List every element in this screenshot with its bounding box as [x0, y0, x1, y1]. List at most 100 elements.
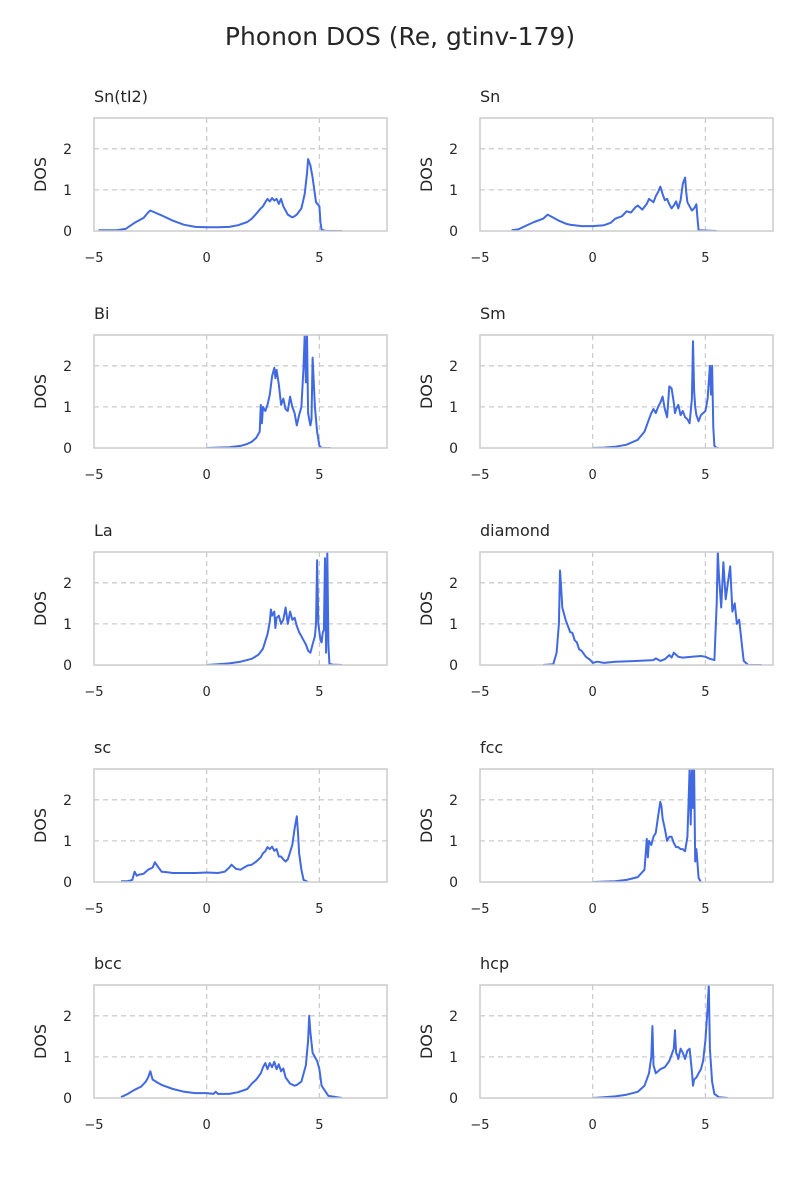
x-tick-label: 5: [701, 251, 709, 266]
y-tick-label: 0: [63, 658, 72, 674]
y-tick-label: 2: [63, 576, 72, 592]
x-tick-label: 5: [315, 468, 323, 483]
y-tick-label: 2: [449, 359, 458, 375]
x-tick-label: 0: [589, 251, 597, 266]
panel-sm: Sm 0 1 2 −5 0 5 DOS: [417, 304, 774, 483]
dos-line: [206, 335, 331, 448]
x-tick-label: 0: [589, 468, 597, 483]
y-tick-label: 1: [449, 834, 458, 850]
plot-frame: [93, 551, 388, 666]
y-tick-label: 1: [63, 183, 72, 199]
x-tick-label: 0: [203, 251, 211, 266]
panel-title: Sm: [480, 304, 506, 323]
x-tick-label: 5: [701, 1118, 709, 1133]
panel-title: fcc: [480, 738, 503, 757]
x-tick-label: 0: [589, 902, 597, 917]
panel-title: Sn(tI2): [94, 87, 148, 106]
panel-sc: sc 0 1 2 −5 0 5 DOS: [31, 738, 388, 917]
panel-hcp: hcp 0 1 2 −5 0 5 DOS: [417, 954, 774, 1133]
plot-frame: [479, 334, 774, 449]
panel-sn: Sn 0 1 2 −5 0 5 DOS: [417, 87, 774, 266]
y-axis-label: DOS: [417, 1024, 436, 1059]
dos-line: [543, 552, 762, 665]
y-tick-label: 1: [63, 617, 72, 633]
x-tick-label: −5: [470, 468, 489, 483]
x-tick-label: 0: [203, 1118, 211, 1133]
x-tick-label: −5: [84, 902, 103, 917]
y-tick-label: 1: [449, 617, 458, 633]
y-axis-label: DOS: [31, 157, 50, 192]
dos-line: [592, 769, 702, 882]
dos-line: [121, 815, 309, 882]
dos-line: [206, 552, 342, 665]
panel-title: hcp: [480, 954, 509, 973]
x-tick-label: 5: [701, 902, 709, 917]
y-tick-label: 2: [63, 793, 72, 809]
x-tick-label: −5: [470, 251, 489, 266]
plot-frame: [93, 334, 388, 449]
y-tick-label: 0: [63, 224, 72, 240]
plot-frame: [93, 117, 388, 232]
x-tick-label: 5: [315, 685, 323, 700]
y-axis-label: DOS: [31, 1024, 50, 1059]
x-tick-label: −5: [470, 902, 489, 917]
plot-frame: [479, 984, 774, 1099]
y-tick-label: 0: [449, 1091, 458, 1107]
y-tick-label: 0: [449, 875, 458, 891]
panel-fcc: fcc 0 1 2 −5 0 5 DOS: [417, 738, 774, 917]
y-tick-label: 1: [63, 1050, 72, 1066]
dos-line: [592, 340, 719, 448]
y-axis-label: DOS: [417, 808, 436, 843]
x-tick-label: 5: [701, 685, 709, 700]
y-tick-label: 2: [449, 1009, 458, 1025]
x-tick-label: −5: [84, 1118, 103, 1133]
y-axis-label: DOS: [417, 374, 436, 409]
panel-title: bcc: [94, 954, 122, 973]
y-axis-label: DOS: [417, 157, 436, 192]
panel-title: diamond: [480, 521, 550, 540]
plot-frame: [479, 768, 774, 883]
x-tick-label: 5: [315, 902, 323, 917]
dos-line: [98, 158, 342, 231]
x-tick-label: −5: [84, 251, 103, 266]
y-tick-label: 2: [63, 359, 72, 375]
y-tick-label: 1: [449, 1050, 458, 1066]
plot-frame: [93, 984, 388, 1099]
panel-title: sc: [94, 738, 111, 757]
panel-bi: Bi 0 1 2 −5 0 5 DOS: [31, 304, 388, 483]
x-tick-label: 0: [203, 685, 211, 700]
x-tick-label: 5: [315, 251, 323, 266]
dos-line: [592, 985, 728, 1098]
y-tick-label: 0: [63, 875, 72, 891]
x-tick-label: 0: [203, 468, 211, 483]
y-tick-label: 0: [449, 224, 458, 240]
panel-la: La 0 1 2 −5 0 5 DOS: [31, 521, 388, 700]
y-tick-label: 2: [449, 793, 458, 809]
y-tick-label: 0: [449, 441, 458, 457]
x-tick-label: −5: [470, 1118, 489, 1133]
plot-frame: [479, 117, 774, 232]
y-tick-label: 2: [449, 142, 458, 158]
panel-title: Bi: [94, 304, 109, 323]
panel-title: La: [94, 521, 113, 540]
dos-line: [120, 1014, 343, 1098]
x-tick-label: 5: [701, 468, 709, 483]
panel-bcc: bcc 0 1 2 −5 0 5 DOS: [31, 954, 388, 1133]
y-axis-label: DOS: [417, 591, 436, 626]
y-axis-label: DOS: [31, 591, 50, 626]
y-tick-label: 0: [63, 1091, 72, 1107]
x-tick-label: 5: [315, 1118, 323, 1133]
figure-title: Phonon DOS (Re, gtinv-179): [225, 22, 575, 51]
y-tick-label: 1: [63, 834, 72, 850]
x-tick-label: −5: [84, 685, 103, 700]
x-tick-label: 0: [203, 902, 211, 917]
y-tick-label: 0: [449, 658, 458, 674]
panel-diamond: diamond 0 1 2 −5 0 5 DOS: [417, 521, 774, 700]
panel-sn-ti2-: Sn(tI2) 0 1 2 −5 0 5 DOS: [31, 87, 388, 266]
panel-title: Sn: [480, 87, 500, 106]
dos-line: [511, 176, 717, 231]
y-tick-label: 1: [449, 183, 458, 199]
y-tick-label: 2: [449, 576, 458, 592]
y-axis-label: DOS: [31, 808, 50, 843]
